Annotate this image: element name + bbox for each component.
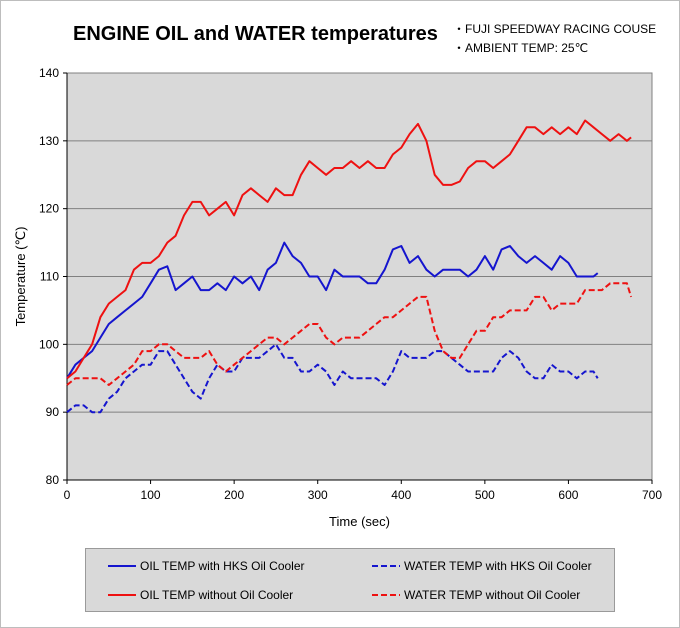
y-axis-label: Temperature (℃) (13, 227, 28, 327)
axes: 80 90 100 110 120 130 140 0 100 200 300 400 500 600 70… (39, 66, 662, 502)
ytick-label: 110 (40, 270, 59, 284)
legend-item-oil-hks: OIL TEMP with HKS Oil Cooler (108, 559, 305, 573)
series-lines (66, 119, 633, 414)
series-line-1 (66, 241, 599, 379)
xtick-label: 300 (308, 488, 328, 502)
ytick-label: 140 (39, 66, 59, 80)
legend-item-oil-no: OIL TEMP without Oil Cooler (108, 588, 293, 602)
ytick-label: 90 (46, 405, 60, 419)
legend-label-oil-hks: OIL TEMP with HKS Oil Cooler (140, 559, 305, 573)
x-axis-label: Time (sec) (329, 514, 390, 529)
xtick-label: 700 (642, 488, 662, 502)
xtick-label: 600 (558, 488, 578, 502)
xtick-label: 400 (391, 488, 411, 502)
ytick-label: 130 (39, 134, 59, 148)
xtick-label: 100 (141, 488, 161, 502)
legend-item-water-no: WATER TEMP without Oil Cooler (372, 588, 580, 602)
legend-item-water-hks: WATER TEMP with HKS Oil Cooler (372, 559, 592, 573)
xtick-label: 200 (224, 488, 244, 502)
legend-label-water-no: WATER TEMP without Oil Cooler (404, 588, 581, 602)
note-ambient-temp: ・AMBIENT TEMP: 25℃ (453, 41, 589, 55)
ytick-label: 120 (39, 202, 59, 216)
legend-label-oil-no: OIL TEMP without Oil Cooler (140, 588, 294, 602)
series-line-2 (66, 343, 599, 414)
legend-line-oil-hks (108, 565, 136, 567)
legend-line-water-hks (372, 565, 400, 567)
note-course: ・FUJI SPEEDWAY RACING COUSE (453, 22, 657, 36)
ytick-label: 80 (46, 473, 60, 487)
legend-line-water-no (372, 594, 400, 596)
legend-label-water-hks: WATER TEMP with HKS Oil Cooler (404, 559, 592, 573)
ytick-label: 100 (39, 337, 59, 351)
legend: OIL TEMP with HKS Oil Cooler WATER TEMP … (85, 548, 615, 612)
xtick-label: 500 (475, 488, 495, 502)
xtick-label: 0 (64, 488, 71, 502)
chart-title: ENGINE OIL and WATER temperatures (73, 23, 438, 45)
legend-line-oil-no (108, 594, 136, 596)
series-line-3 (66, 119, 632, 380)
